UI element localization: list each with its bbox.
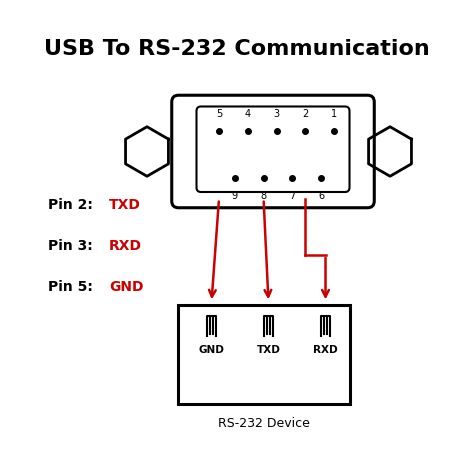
Text: 4: 4 bbox=[245, 109, 251, 118]
Text: 6: 6 bbox=[318, 191, 324, 201]
Text: Pin 2:: Pin 2: bbox=[48, 199, 98, 212]
FancyBboxPatch shape bbox=[197, 107, 349, 192]
FancyBboxPatch shape bbox=[179, 304, 349, 403]
Text: 8: 8 bbox=[261, 191, 266, 201]
Text: TXD: TXD bbox=[109, 199, 141, 212]
Text: GND: GND bbox=[199, 345, 224, 355]
Text: Pin 3:: Pin 3: bbox=[48, 239, 98, 253]
Text: 1: 1 bbox=[331, 109, 337, 118]
Text: 2: 2 bbox=[302, 109, 309, 118]
Text: GND: GND bbox=[109, 280, 144, 293]
Text: TXD: TXD bbox=[256, 345, 281, 355]
Text: 5: 5 bbox=[216, 109, 222, 118]
Text: Pin 5:: Pin 5: bbox=[48, 280, 98, 293]
Text: RXD: RXD bbox=[109, 239, 142, 253]
Text: 7: 7 bbox=[289, 191, 295, 201]
Text: RS-232 Device: RS-232 Device bbox=[218, 417, 310, 430]
Text: RXD: RXD bbox=[313, 345, 338, 355]
Text: 9: 9 bbox=[232, 191, 238, 201]
Text: 3: 3 bbox=[273, 109, 280, 118]
FancyBboxPatch shape bbox=[172, 95, 374, 208]
Text: USB To RS-232 Communication: USB To RS-232 Communication bbox=[44, 39, 430, 59]
